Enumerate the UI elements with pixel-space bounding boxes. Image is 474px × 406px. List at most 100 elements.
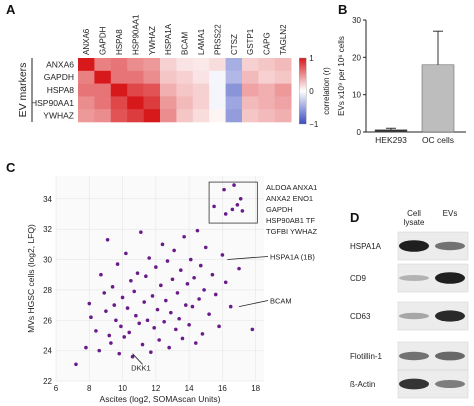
data-point: [210, 272, 215, 277]
y-tick-label: 20: [352, 53, 361, 62]
blot-label: Flotillin-1: [350, 352, 383, 361]
blot-band: [399, 312, 429, 320]
x-tick-label: 6: [54, 384, 59, 393]
heatmap-col-label: LAMA1: [197, 28, 206, 55]
heatmap-cell: [127, 58, 144, 72]
blot-band: [399, 275, 429, 281]
heatmap-cell: [94, 109, 112, 123]
heatmap-cell: [192, 96, 210, 110]
blot-column-label: lysate: [404, 218, 425, 227]
data-point: [112, 303, 117, 307]
heatmap-cell: [258, 58, 276, 72]
data-point: [139, 230, 143, 234]
data-point: [162, 319, 166, 324]
data-point: [144, 274, 148, 279]
data-point: [195, 228, 200, 233]
data-point: [169, 310, 173, 315]
data-point: [135, 271, 140, 275]
data-point: [127, 330, 132, 335]
data-point: [223, 212, 228, 216]
x-tick-label: 14: [185, 384, 194, 393]
data-point: [170, 277, 175, 282]
y-tick-label: 30: [43, 256, 52, 265]
data-point: [164, 298, 168, 303]
heatmap-cell: [192, 83, 210, 97]
heatmap-cell: [176, 70, 194, 84]
heatmap-cell: [127, 96, 144, 110]
data-point: [177, 316, 181, 321]
data-point: [197, 297, 201, 301]
data-point: [154, 265, 158, 269]
heatmap-cell: [225, 83, 243, 97]
heatmap-col-label: HSP90AA1: [131, 14, 140, 55]
annotation-arrow: [132, 353, 143, 365]
heatmap-cell: [160, 96, 177, 110]
blot-label: CD9: [350, 274, 367, 283]
heatmap-cell: [242, 70, 259, 84]
y-tick-label: 34: [43, 195, 52, 204]
panel-b-label: B: [338, 2, 347, 17]
callout-gene-list: TGFBI YWHAZ: [266, 227, 318, 236]
heatmap-col-label: GAPDH: [99, 26, 108, 55]
data-point: [119, 324, 123, 329]
heatmap-cell: [78, 96, 95, 110]
data-point: [250, 327, 255, 332]
heatmap-cell: [110, 58, 128, 72]
heatmap-col-label: GSTP1: [246, 28, 255, 55]
heatmap-cell: [78, 83, 95, 97]
data-point: [240, 209, 245, 213]
heatmap-cell: [209, 70, 226, 84]
data-point: [125, 306, 130, 310]
data-point: [165, 259, 170, 263]
heatmap-cell: [274, 109, 292, 123]
heatmap-cell: [225, 109, 243, 123]
heatmap-panel: ANXA6 GAPDH HSPA8 HSP90AA1 YWHAZ HSPA1A BCAM LA…: [17, 14, 331, 129]
heatmap-cell: [209, 96, 226, 110]
data-point: [132, 289, 137, 294]
bar: [421, 64, 455, 133]
heatmap-cell: [94, 70, 112, 84]
row-group-label: EV markers: [17, 63, 29, 118]
heatmap-col-label: PRSS22: [213, 24, 222, 55]
heatmap-cell: [94, 83, 112, 97]
annotation-label: BCAM: [270, 297, 292, 306]
data-point: [114, 318, 118, 323]
heatmap-col-label: HSPA8: [115, 29, 124, 55]
data-point: [223, 280, 228, 285]
data-point: [190, 304, 195, 309]
bar-chart-panel: 0 10 20 30 EVs x10⁹ per 10⁶ cells HEK293 OC ce…: [337, 16, 466, 145]
heatmap-cell: [192, 58, 210, 72]
callout-gene-list: ALDOA ANXA1: [266, 183, 317, 192]
data-point: [188, 257, 193, 262]
heatmap-cell: [160, 58, 177, 72]
heatmap-cell: [242, 83, 259, 97]
data-point: [130, 354, 135, 359]
data-point: [122, 335, 127, 339]
data-point: [174, 327, 178, 332]
x-tick-label: 8: [87, 384, 92, 393]
heatmap-cell: [110, 83, 128, 97]
y-tick-label: 22: [43, 377, 52, 386]
data-point: [232, 183, 236, 187]
heatmap-cell: [225, 96, 243, 110]
blot-label: HSPA1A: [350, 242, 382, 251]
heatmap-col-label: YWHAZ: [148, 26, 157, 55]
data-point: [228, 304, 233, 309]
data-point: [102, 291, 107, 295]
data-point: [145, 318, 150, 323]
heatmap-cell: [78, 109, 95, 123]
heatmap-cell: [160, 83, 177, 97]
panel-d-label: D: [350, 210, 359, 225]
blot-band: [435, 241, 465, 251]
heatmap-cell: [258, 70, 276, 84]
heatmap-cell: [143, 58, 161, 72]
heatmap-cell: [78, 70, 95, 84]
heatmap-row-label: GAPDH: [44, 72, 74, 82]
data-point: [124, 251, 128, 256]
data-point: [175, 291, 180, 295]
data-point: [198, 263, 203, 268]
data-point: [137, 321, 141, 326]
y-axis-label: EVs x10⁹ per 10⁶ cells: [337, 36, 346, 116]
